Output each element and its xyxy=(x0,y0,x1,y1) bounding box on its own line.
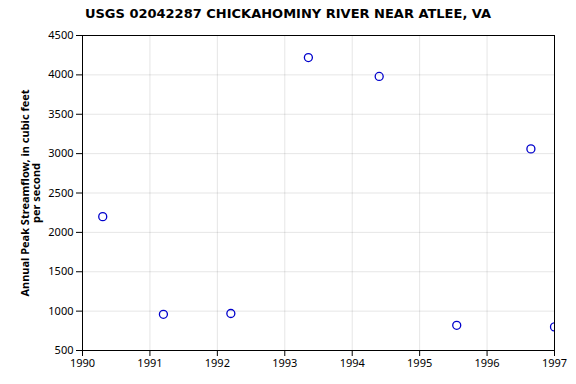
svg-text:1500: 1500 xyxy=(48,263,73,278)
html-text:USGS 02042287 CHICKAHOMINY RIV: USGS 02042287 CHICKAHOMINY RIVER NEAR AT… xyxy=(84,6,492,21)
svg-text:1991: 1991 xyxy=(137,355,162,370)
svg-text:1000: 1000 xyxy=(48,303,73,318)
svg-text:2500: 2500 xyxy=(48,185,73,200)
svg-text:3000: 3000 xyxy=(48,145,73,160)
svg-text:1997: 1997 xyxy=(542,355,567,370)
svg-text:2000: 2000 xyxy=(48,224,73,239)
svg-text:4000: 4000 xyxy=(48,66,73,81)
svg-text:1992: 1992 xyxy=(205,355,230,370)
svg-text:Annual Peak Streamflow, in cub: Annual Peak Streamflow, in cubic feetper… xyxy=(17,89,43,296)
svg-text:1996: 1996 xyxy=(474,355,499,370)
svg-text:500: 500 xyxy=(54,342,74,357)
svg-text:4500: 4500 xyxy=(48,27,73,42)
svg-text:1993: 1993 xyxy=(272,355,297,370)
svg-text:1994: 1994 xyxy=(340,355,366,370)
svg-text:1995: 1995 xyxy=(407,355,432,370)
svg-text:3500: 3500 xyxy=(48,106,73,121)
svg-text:1990: 1990 xyxy=(70,355,95,370)
